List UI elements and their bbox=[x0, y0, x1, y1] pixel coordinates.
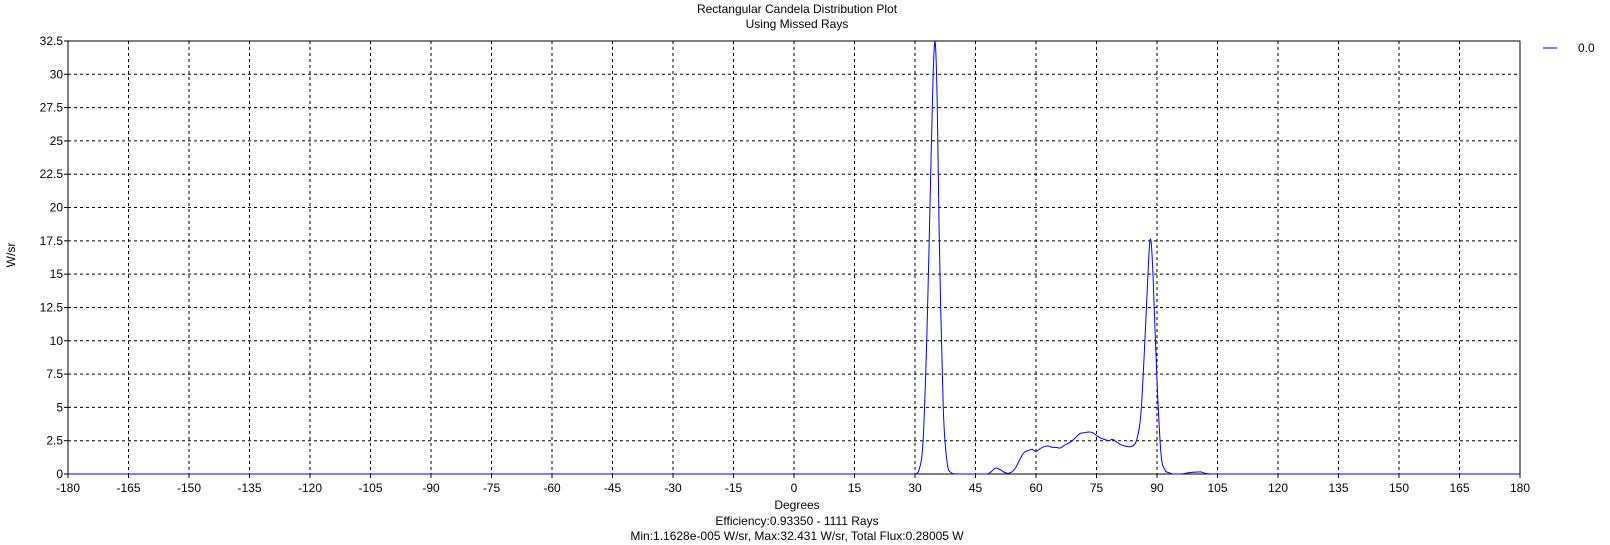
y-axis-label: W/sr bbox=[4, 243, 18, 268]
x-tick-label: -165 bbox=[116, 481, 140, 495]
y-tick-label: 7.5 bbox=[46, 367, 63, 381]
legend: 0.0 bbox=[1543, 41, 1595, 55]
x-axis-label: Degrees bbox=[774, 498, 819, 512]
x-tick-label: -60 bbox=[543, 481, 561, 495]
y-tick-label: 0 bbox=[56, 467, 63, 481]
legend-label-0: 0.0 bbox=[1578, 41, 1595, 55]
x-tick-label: -105 bbox=[358, 481, 382, 495]
y-tick-label: 2.5 bbox=[46, 434, 63, 448]
y-tick-label: 15 bbox=[50, 267, 64, 281]
y-tick-label: 10 bbox=[50, 334, 64, 348]
y-tick-label: 17.5 bbox=[40, 234, 64, 248]
y-tick-label: 22.5 bbox=[40, 167, 64, 181]
y-tick-label: 5 bbox=[56, 400, 63, 414]
x-tick-label: 150 bbox=[1389, 481, 1409, 495]
x-tick-label: -30 bbox=[664, 481, 682, 495]
x-tick-label: 165 bbox=[1449, 481, 1469, 495]
x-tick-label: 60 bbox=[1029, 481, 1043, 495]
x-tick-label: 30 bbox=[908, 481, 922, 495]
x-tick-label: -135 bbox=[237, 481, 261, 495]
x-tick-label: 135 bbox=[1328, 481, 1348, 495]
x-tick-label: -120 bbox=[298, 481, 322, 495]
x-tick-label: 90 bbox=[1150, 481, 1164, 495]
chart-subtitle: Using Missed Rays bbox=[746, 17, 849, 31]
x-tick-label: 15 bbox=[848, 481, 862, 495]
x-tick-label: -180 bbox=[56, 481, 80, 495]
y-tick-label: 20 bbox=[50, 201, 64, 215]
x-tick-label: 120 bbox=[1268, 481, 1288, 495]
series-line-0 bbox=[68, 41, 1520, 475]
x-tick-label: 45 bbox=[969, 481, 983, 495]
y-tick-label: 27.5 bbox=[40, 101, 64, 115]
x-tick-label: -150 bbox=[177, 481, 201, 495]
x-tick-label: 0 bbox=[791, 481, 798, 495]
grid bbox=[67, 40, 1521, 475]
y-tick-label: 12.5 bbox=[40, 300, 64, 314]
chart-title: Rectangular Candela Distribution Plot bbox=[697, 2, 898, 16]
x-tick-label: -15 bbox=[725, 481, 743, 495]
x-tick-label: 75 bbox=[1090, 481, 1104, 495]
y-tick-label: 25 bbox=[50, 134, 64, 148]
efficiency-text: Efficiency:0.93350 - 1111 Rays bbox=[715, 514, 878, 528]
x-tick-label: -75 bbox=[483, 481, 501, 495]
x-tick-label: 180 bbox=[1510, 481, 1530, 495]
x-tick-label: -45 bbox=[604, 481, 622, 495]
flux-stats-text: Min:1.1628e-005 W/sr, Max:32.431 W/sr, T… bbox=[630, 529, 964, 543]
x-tick-label: -90 bbox=[422, 481, 440, 495]
x-axis-ticks: -180 -165 -150 -135 -120 -105 -90 -75 -60 -45 -30-… bbox=[56, 474, 1530, 495]
y-tick-label: 30 bbox=[50, 67, 64, 81]
y-axis-ticks: 0 2.5 5 7.5 10 12.5 15 17.5 20 22.5 25 27.5 30 32.5 bbox=[40, 34, 68, 481]
x-tick-label: 105 bbox=[1207, 481, 1227, 495]
y-tick-label: 32.5 bbox=[40, 34, 64, 48]
